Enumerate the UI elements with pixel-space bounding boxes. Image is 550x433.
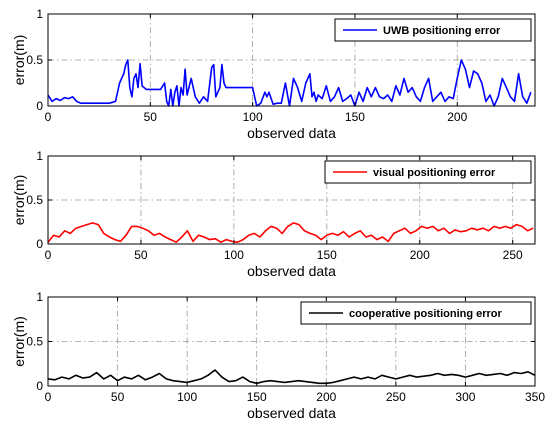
- x-axis-label: observed data: [247, 125, 336, 141]
- x-tick-label: 100: [177, 390, 197, 404]
- legend: UWB positioning error: [334, 18, 532, 42]
- y-tick-label: 0: [36, 237, 43, 251]
- x-tick-label: 350: [525, 390, 545, 404]
- chart-panel-3: 0 50 100 150 200 250 300 350 0 0.5 1 observed data e…: [11, 290, 545, 421]
- x-tick-label: 300: [455, 390, 475, 404]
- x-tick-label: 100: [243, 110, 263, 124]
- x-tick-label: 0: [45, 110, 52, 124]
- x-tick-label: 150: [317, 248, 337, 262]
- x-tick-label: 200: [447, 110, 467, 124]
- series-line-1: [47, 369, 536, 385]
- y-axis-label: error(m): [11, 175, 27, 226]
- legend-box: [334, 18, 532, 42]
- legend-box: [300, 301, 532, 325]
- x-axis-label: observed data: [247, 405, 336, 421]
- y-tick-label: 0: [36, 99, 43, 113]
- y-tick-label: 0.5: [26, 335, 43, 349]
- x-tick-label: 200: [316, 390, 336, 404]
- x-tick-label: 100: [224, 248, 244, 262]
- y-tick-label: 0: [36, 379, 43, 393]
- chart-panel-1: 0 50 100 150 200 0 0.5 1 observed data error(m) UW…: [11, 7, 536, 141]
- y-tick-label: 0.5: [26, 53, 43, 67]
- y-tick-label: 1: [36, 149, 43, 163]
- series-line-1: [47, 222, 534, 243]
- y-axis-label: error(m): [11, 35, 27, 86]
- legend: cooperative positioning error: [300, 301, 532, 325]
- x-tick-label: 50: [144, 110, 158, 124]
- x-axis-label: observed data: [247, 263, 336, 279]
- series-line-1: [47, 59, 532, 107]
- x-tick-label: 50: [111, 390, 125, 404]
- x-tick-label: 150: [345, 110, 365, 124]
- y-axis-label: error(m): [11, 316, 27, 367]
- legend-label: visual positioning error: [373, 167, 496, 179]
- y-tick-label: 1: [36, 7, 43, 21]
- x-tick-label: 50: [134, 248, 148, 262]
- x-tick-label: 0: [45, 248, 52, 262]
- x-tick-label: 200: [410, 248, 430, 262]
- y-tick-label: 1: [36, 290, 43, 304]
- y-tick-label: 0.5: [26, 193, 43, 207]
- legend-box: [324, 160, 532, 184]
- x-tick-label: 250: [386, 390, 406, 404]
- legend-label: cooperative positioning error: [349, 308, 503, 320]
- x-tick-label: 150: [247, 390, 267, 404]
- legend-label: UWB positioning error: [383, 25, 501, 37]
- x-tick-label: 0: [45, 390, 52, 404]
- legend: visual positioning error: [324, 160, 532, 184]
- x-tick-label: 250: [503, 248, 523, 262]
- chart-panel-2: 0 50 100 150 200 250 0 0.5 1 observed data error(m…: [11, 149, 536, 279]
